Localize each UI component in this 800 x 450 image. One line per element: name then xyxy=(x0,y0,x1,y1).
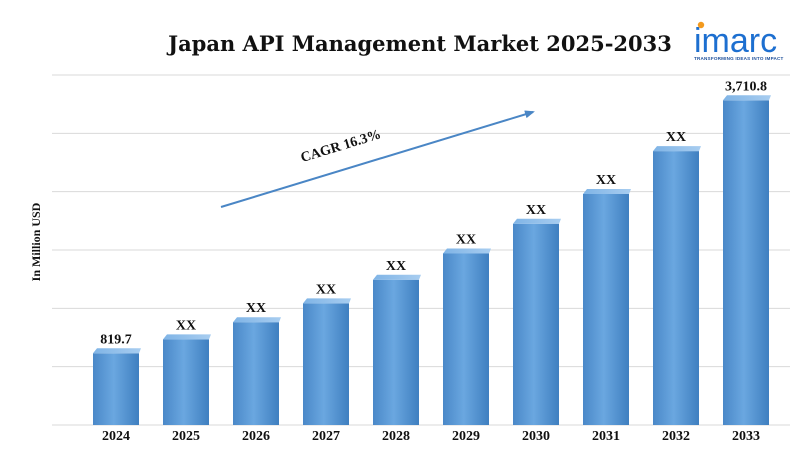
bar-cap xyxy=(583,189,631,194)
bar-body xyxy=(513,223,559,425)
bars xyxy=(93,95,771,426)
bar-cap xyxy=(93,348,141,354)
bar-body xyxy=(373,279,419,425)
x-tick-2031: 2031 xyxy=(592,429,620,444)
imarc-logo: imarc TRANSFORMING IDEAS INTO IMPACT xyxy=(694,21,784,61)
data-label-2030: XX xyxy=(526,203,546,218)
data-labels: 819.7 XX XX XX XX XX XX XX XX 3,710.8 xyxy=(100,79,767,347)
bar-cap xyxy=(373,274,421,280)
bar-body xyxy=(233,322,279,425)
bar-2032 xyxy=(653,146,701,425)
bar-cap xyxy=(163,334,211,340)
data-label-2029: XX xyxy=(456,233,476,248)
bar-2029 xyxy=(443,248,491,425)
x-tick-2033: 2033 xyxy=(732,429,760,444)
cagr-arrow xyxy=(220,110,535,208)
bar-2033 xyxy=(723,95,771,426)
bar-2025 xyxy=(163,334,211,425)
data-label-2025: XX xyxy=(176,318,196,333)
x-tick-2026: 2026 xyxy=(242,429,270,444)
data-label-2031: XX xyxy=(596,173,616,188)
data-label-2033: 3,710.8 xyxy=(725,79,767,94)
data-label-2024: 819.7 xyxy=(100,332,132,347)
bar-2026 xyxy=(233,317,281,425)
data-label-2032: XX xyxy=(666,130,686,145)
x-tick-2025: 2025 xyxy=(172,429,200,444)
bar-2030 xyxy=(513,218,561,425)
bar-2028 xyxy=(373,274,421,425)
logo-tagline: TRANSFORMING IDEAS INTO IMPACT xyxy=(694,56,784,61)
x-tick-2028: 2028 xyxy=(382,429,410,444)
bar-body xyxy=(653,151,699,425)
data-label-2028: XX xyxy=(386,259,406,274)
bar-body xyxy=(723,100,769,426)
x-axis-ticks: 2024 2025 2026 2027 2028 2029 2030 2031 2032 2033 xyxy=(102,429,760,444)
x-tick-2024: 2024 xyxy=(102,429,130,444)
data-label-2026: XX xyxy=(246,301,266,316)
bar-cap xyxy=(233,317,281,323)
bar-cap xyxy=(303,298,351,304)
x-tick-2030: 2030 xyxy=(522,429,550,444)
x-tick-2027: 2027 xyxy=(312,429,340,444)
bar-2024 xyxy=(93,348,141,425)
y-axis-label: In Million USD xyxy=(29,202,43,281)
bar-2031 xyxy=(583,189,631,425)
data-label-2027: XX xyxy=(316,282,336,297)
bar-body xyxy=(583,194,629,425)
bar-body xyxy=(303,303,349,425)
logo-dot-icon xyxy=(697,21,705,29)
bar-cap xyxy=(723,95,771,101)
bar-cap xyxy=(653,146,701,152)
chart-title: Japan API Management Market 2025-2033 xyxy=(166,31,672,56)
bar-cap xyxy=(513,218,561,224)
bar-cap xyxy=(443,248,491,254)
x-tick-2032: 2032 xyxy=(662,429,690,444)
logo-wordmark: imarc xyxy=(694,22,777,60)
bar-body xyxy=(93,353,139,425)
x-tick-2029: 2029 xyxy=(452,429,480,444)
bar-body xyxy=(163,339,209,425)
bar-body xyxy=(443,253,489,425)
bar-2027 xyxy=(303,298,351,425)
